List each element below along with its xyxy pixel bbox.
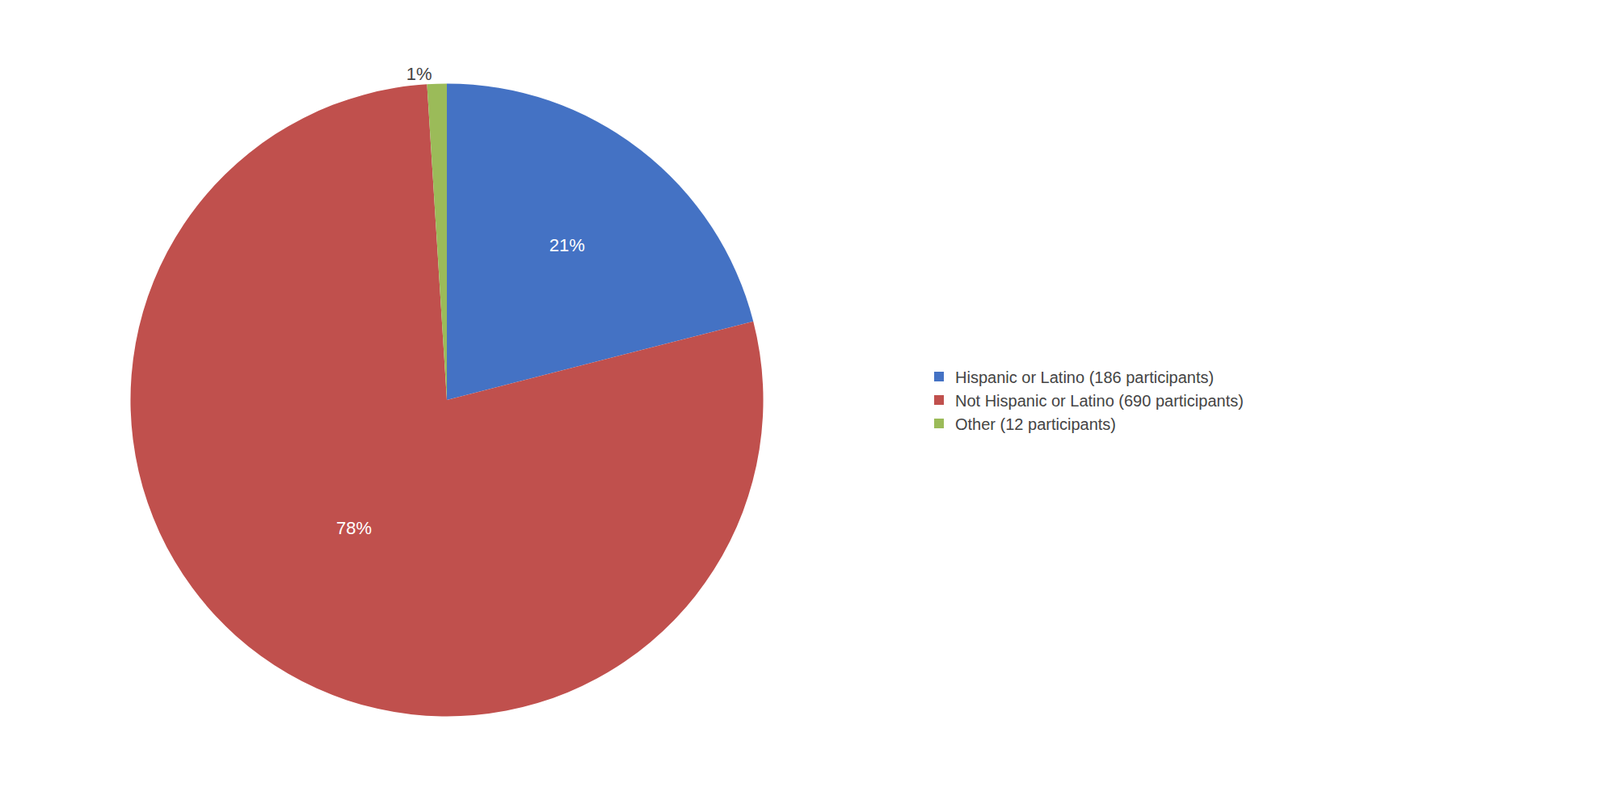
svg-text:78%: 78% bbox=[336, 517, 372, 539]
svg-text:1%: 1% bbox=[406, 63, 433, 85]
svg-text:Not Hispanic or Latino (690 pa: Not Hispanic or Latino (690 participants… bbox=[955, 391, 1244, 410]
svg-text:21%: 21% bbox=[549, 235, 586, 256]
svg-text:Hispanic or Latino (186 partic: Hispanic or Latino (186 participants) bbox=[955, 368, 1214, 387]
svg-text:Other (12 participants): Other (12 participants) bbox=[955, 415, 1116, 434]
